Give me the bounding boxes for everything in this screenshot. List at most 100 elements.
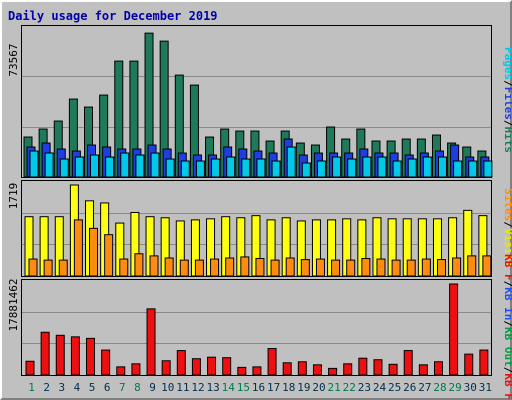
day-label-12: 12 [191,381,204,394]
day-label-15: 15 [237,381,250,394]
bar-pages-day-5 [90,154,100,178]
day-label-9: 9 [149,381,156,394]
bar-pages-day-31 [483,160,493,178]
bar-kbf-day-2 [40,331,50,376]
bar-pages-day-28 [437,156,447,178]
day-label-31: 31 [479,381,492,394]
bar-sites-day-29 [452,257,462,277]
legend-kbf-1: KB F [502,254,512,281]
bar-kbf-day-1 [25,360,35,376]
day-label-20: 20 [312,381,325,394]
bar-pages-day-12 [195,160,205,178]
bar-kbf-day-7 [116,366,126,376]
bar-kbf-day-22 [343,363,353,376]
bar-sites-day-21 [331,259,341,277]
bar-pages-day-19 [301,162,311,178]
bar-sites-day-6 [104,234,114,277]
bar-pages-day-2 [44,152,54,178]
bar-sites-day-12 [194,259,204,277]
bar-kbf-day-29 [449,283,459,376]
bar-kbf-day-21 [328,367,338,376]
bar-sites-day-19 [300,259,310,277]
day-label-11: 11 [176,381,189,394]
legend-sep-5: / [502,320,512,327]
bar-sites-day-4 [73,219,83,277]
bar-sites-day-31 [482,255,492,277]
max-label-visits: 1719 [7,183,20,210]
legend-hits: Hits [502,127,512,154]
day-label-16: 16 [252,381,265,394]
bar-pages-day-9 [150,152,160,178]
legend-sep-6: / [502,367,512,374]
bar-pages-day-15 [241,158,251,178]
day-label-14: 14 [222,381,236,394]
day-label-30: 30 [464,381,477,394]
day-label-26: 26 [403,381,416,394]
bar-sites-day-23 [361,258,371,277]
bar-kbf-day-30 [464,353,474,376]
bar-sites-day-22 [346,259,356,277]
bar-kbf-day-16 [252,366,262,376]
bar-kbf-day-19 [297,361,307,376]
day-label-21: 21 [328,381,341,394]
bar-sites-day-11 [179,259,189,277]
bar-pages-day-7 [120,152,130,178]
legend-visits-sites: Sites/Visits [502,188,512,268]
bar-kbf-day-17 [267,348,277,376]
bar-kbf-day-11 [176,350,186,376]
bar-pages-day-29 [453,160,463,178]
bar-kbf-day-18 [282,362,292,376]
day-label-6: 6 [104,381,111,394]
bar-pages-day-22 [347,158,357,178]
day-label-18: 18 [282,381,295,394]
legend-sep-1: / [502,80,512,87]
bar-pages-day-10 [165,158,175,178]
bar-sites-day-26 [406,259,416,277]
legend-sites: Sites [502,188,512,221]
chart-title: Daily usage for December 2019 [8,9,218,23]
bar-sites-day-8 [134,253,144,277]
bar-sites-day-14 [225,257,235,277]
bar-pages-day-8 [135,154,145,178]
bar-kbf-day-3 [55,334,65,376]
bar-pages-day-3 [59,158,69,178]
day-label-22: 22 [343,381,356,394]
bar-pages-day-23 [362,156,372,178]
bar-sites-day-7 [119,258,129,277]
bar-kbf-day-15 [237,366,247,376]
bar-kbf-day-10 [161,360,171,376]
bar-pages-day-26 [407,158,417,178]
day-label-7: 7 [119,381,126,394]
bar-sites-day-27 [421,258,431,277]
bar-kbf-day-26 [403,350,413,376]
bar-pages-day-21 [332,156,342,178]
day-label-29: 29 [449,381,462,394]
day-label-17: 17 [267,381,280,394]
bar-sites-day-5 [89,227,99,277]
bar-kbf-day-23 [358,357,368,376]
bar-sites-day-25 [391,259,401,277]
bar-sites-day-13 [210,258,220,277]
bar-kbf-day-20 [312,364,322,376]
panel-kbytes [21,279,492,376]
legend-hits-files-pages: Pages/Files/Hits [502,47,512,153]
day-label-19: 19 [297,381,310,394]
bar-kbf-day-8 [131,363,141,376]
bar-sites-day-20 [315,258,325,277]
day-label-4: 4 [74,381,81,394]
bar-kbf-day-31 [479,349,489,376]
bar-kbf-day-27 [418,364,428,376]
bar-kbf-day-9 [146,308,156,376]
bar-kbf-day-28 [433,361,443,376]
legend-sep-4: / [502,281,512,288]
bar-sites-day-9 [149,255,159,277]
bar-kbf-day-4 [70,336,80,376]
day-label-8: 8 [134,381,141,394]
day-label-23: 23 [358,381,371,394]
bar-sites-day-18 [285,257,295,277]
legend-sep-3: / [502,221,512,228]
bar-sites-day-3 [58,259,68,277]
day-label-10: 10 [161,381,174,394]
day-label-2: 2 [43,381,50,394]
